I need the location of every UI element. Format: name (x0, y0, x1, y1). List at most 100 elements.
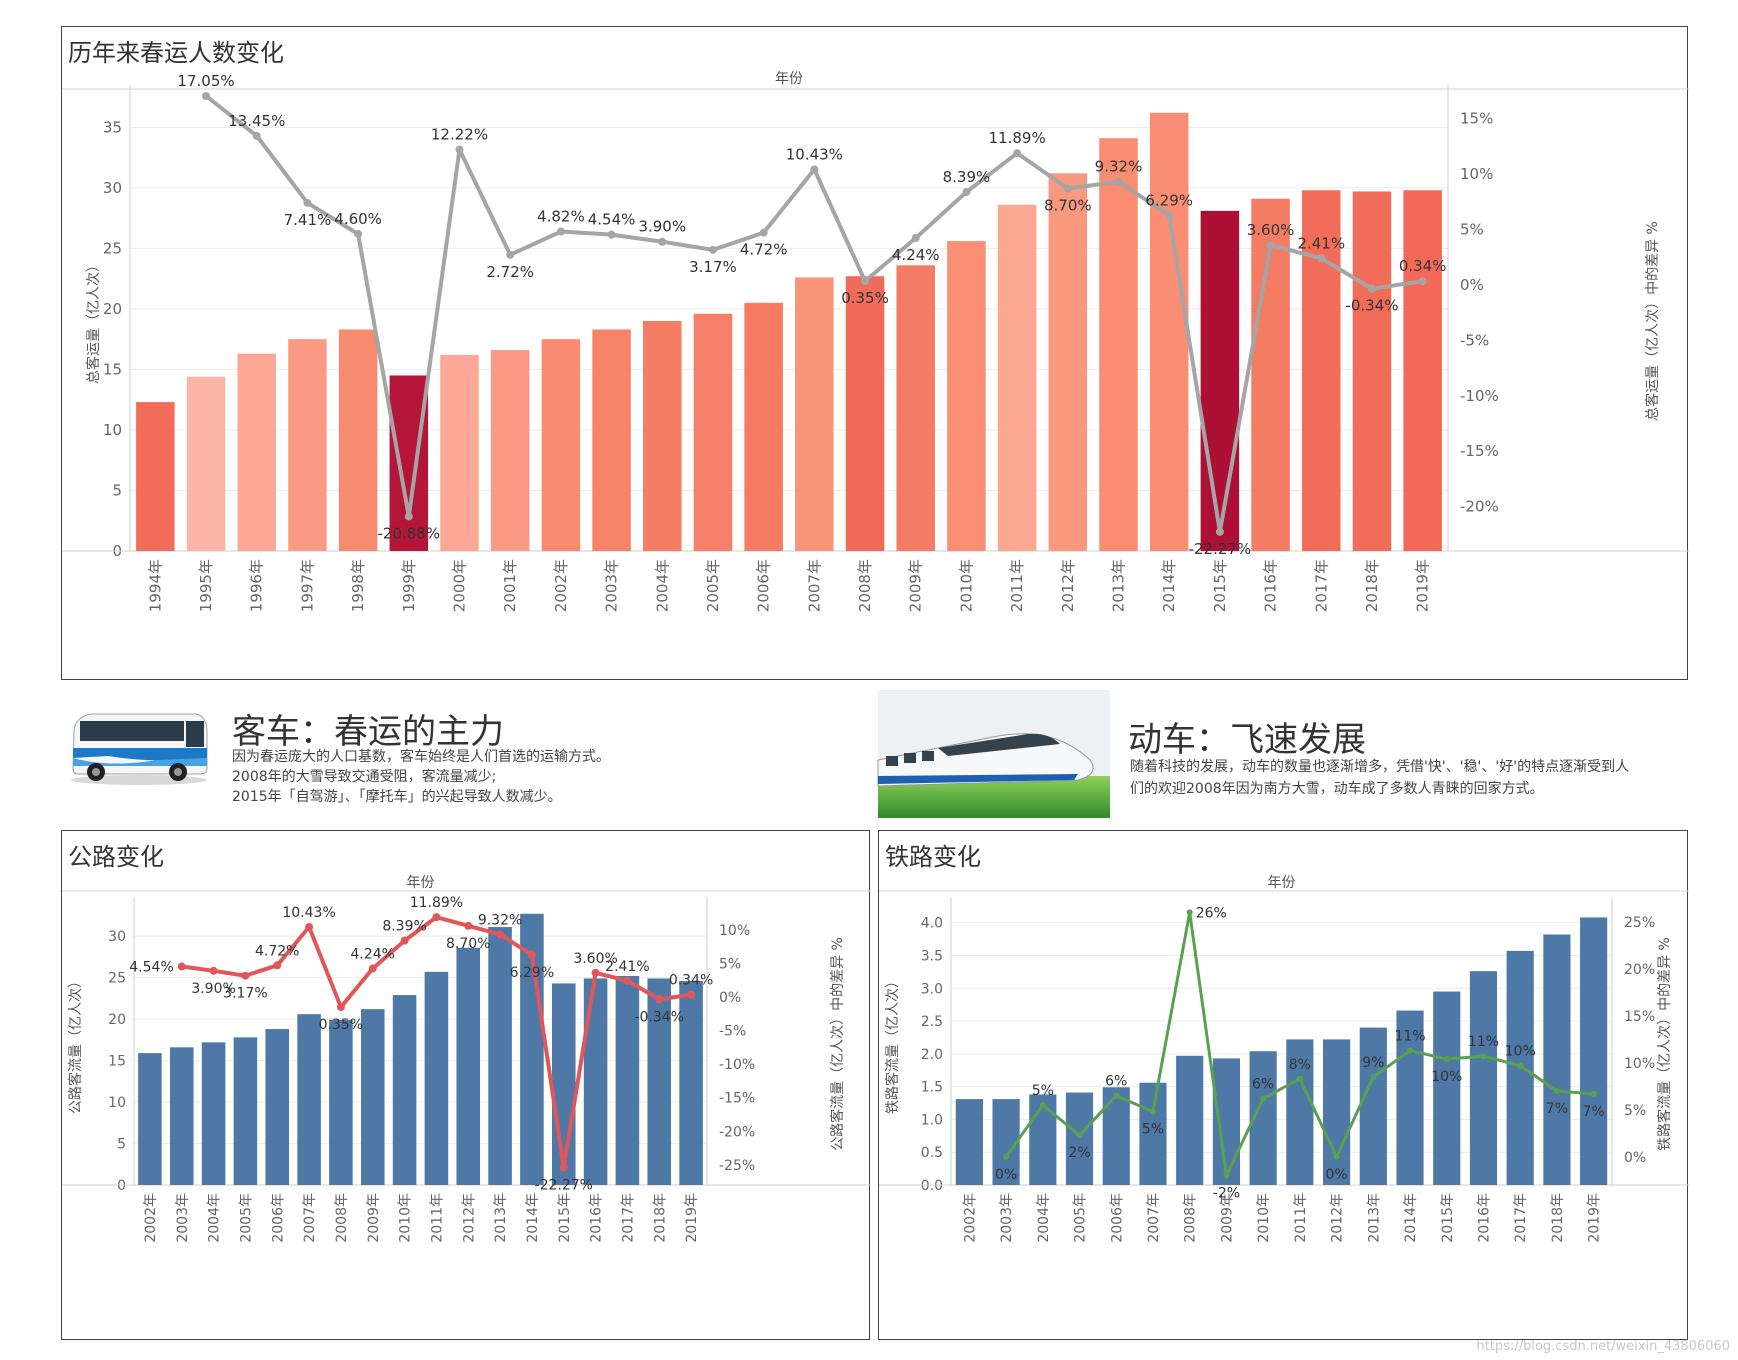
y-tick-label: 2.5 (921, 1014, 943, 1030)
diff-point (1590, 1090, 1597, 1097)
diff-data-label: -22.27% (1189, 540, 1252, 558)
y2-tick-label: -25% (719, 1158, 755, 1174)
y2-tick-label: 0% (719, 990, 741, 1006)
diff-data-label: 0% (1325, 1167, 1347, 1183)
x-tick-label: 1996年 (248, 559, 266, 612)
y-tick-label: 2.0 (921, 1047, 943, 1063)
bar (440, 354, 479, 551)
y-tick-label: 0 (117, 1178, 126, 1194)
y-tick-label: 1.0 (921, 1112, 943, 1128)
x-tick-label: 2009年 (1219, 1193, 1235, 1243)
bar (1433, 991, 1461, 1185)
bar (297, 1014, 321, 1185)
x-tick-label: 2008年 (1183, 1193, 1199, 1243)
diff-point (1260, 1095, 1267, 1102)
x-tick-label: 2006年 (1109, 1193, 1125, 1243)
bar (389, 375, 429, 551)
x-tick-label: 2015年 (1211, 559, 1229, 612)
bar (583, 978, 608, 1185)
bar (136, 402, 175, 551)
bar (1396, 1010, 1424, 1185)
x-tick-label: 2011年 (1008, 559, 1026, 612)
diff-point (1165, 211, 1174, 220)
y2-tick-label: 10% (1624, 1056, 1655, 1072)
y2-tick-label: 15% (1460, 110, 1493, 128)
y2-tick-label: 0% (1624, 1150, 1646, 1166)
y2-tick-label: -20% (1460, 498, 1499, 516)
y-tick-label: 15 (108, 1054, 126, 1070)
diff-point (655, 995, 664, 1004)
y2-tick-label: -10% (1460, 387, 1499, 405)
y2-tick-label: 5% (1460, 221, 1484, 239)
x-tick-label: 2004年 (207, 1193, 223, 1243)
diff-data-label: 0% (995, 1167, 1017, 1183)
bar (896, 265, 935, 551)
diff-point (404, 512, 413, 521)
bar (997, 204, 1037, 551)
axis-top-label: 年份 (775, 71, 803, 87)
diff-data-label: 11.89% (989, 129, 1046, 147)
y2-tick-label: 25% (1624, 915, 1655, 931)
diff-point (1063, 184, 1072, 193)
diff-point (1266, 241, 1275, 250)
x-tick-label: 1997年 (298, 559, 316, 612)
diff-data-label: -22.27% (535, 1178, 593, 1194)
diff-data-label: 3.90% (638, 218, 686, 236)
diff-point (687, 990, 696, 999)
bar (1048, 173, 1088, 551)
x-tick-label: 2005年 (238, 1193, 254, 1243)
diff-data-label: 8.39% (943, 168, 991, 186)
diff-data-label: 4.24% (892, 246, 940, 264)
diff-data-label: 9.32% (478, 912, 522, 928)
diff-point (1333, 1153, 1340, 1160)
rail-panel: 铁路变化 年份 0.0 0.5 1.0 1.5 2.0 2.5 3.0 3.5 4.0 铁路客流量（… (878, 830, 1689, 1340)
y-tick-label: 4.0 (921, 916, 943, 932)
bar (1212, 1058, 1241, 1185)
diff-data-label: 17.05% (177, 72, 234, 90)
diff-point (202, 91, 211, 100)
y-tick-label: 20 (108, 1012, 126, 1028)
diff-data-label: 11.89% (410, 895, 463, 911)
x-tick-label: 2018年 (1550, 1193, 1566, 1243)
bus-desc-line: 因为春运庞大的人口基数，客车始终是人们首选的运输方式。 (232, 749, 610, 765)
diff-point (273, 961, 282, 970)
x-tick-label: 2003年 (603, 559, 621, 612)
diff-data-label: 6.29% (1145, 191, 1193, 209)
diff-data-label: 6% (1105, 1074, 1127, 1090)
diff-point (209, 966, 218, 975)
diff-point (1215, 527, 1224, 536)
diff-point (455, 145, 464, 154)
diff-data-label: 4.72% (740, 241, 788, 259)
bar (1322, 1039, 1351, 1185)
bar (1543, 934, 1571, 1185)
diff-data-label: 6% (1252, 1077, 1274, 1093)
y2-tick-label: -15% (1460, 442, 1499, 460)
x-tick-label: 2011年 (429, 1193, 445, 1243)
y-tick-label: 30 (108, 929, 126, 945)
diff-data-label: 0.34% (669, 973, 713, 989)
x-tick-label: 2011年 (1293, 1193, 1309, 1243)
diff-data-label: 4.82% (537, 208, 585, 226)
panel-title: 铁路变化 (885, 843, 981, 871)
diff-point (1367, 284, 1376, 293)
y-tick-label: 10 (103, 421, 122, 439)
y2-tick-label: -5% (719, 1024, 746, 1040)
road-chart: 年份 0 5 10 15 20 25 30 公路客流量（亿人次） 公路客流量（亿人次）中的差异 %… (62, 875, 871, 1243)
diff-data-label: 8.70% (1044, 197, 1092, 215)
diff-data-label: 12.22% (431, 126, 488, 144)
x-tick-label: 2016年 (1476, 1193, 1492, 1243)
diff-data-label: 9% (1362, 1055, 1384, 1071)
bar (1139, 1082, 1167, 1185)
panel-title: 历年来春运人数变化 (68, 39, 284, 67)
diff-point (368, 964, 377, 973)
x-tick-label: 2015年 (1440, 1193, 1456, 1243)
bar (1099, 138, 1138, 552)
x-tick-label: 2007年 (302, 1193, 318, 1243)
x-tick-label: 1998年 (349, 559, 367, 612)
x-tick-label: 2000年 (451, 559, 469, 612)
bar (169, 1047, 194, 1185)
y2-tick-label: 20% (1624, 962, 1655, 978)
x-tick-label: 2002年 (962, 1193, 978, 1243)
bar (237, 353, 276, 551)
